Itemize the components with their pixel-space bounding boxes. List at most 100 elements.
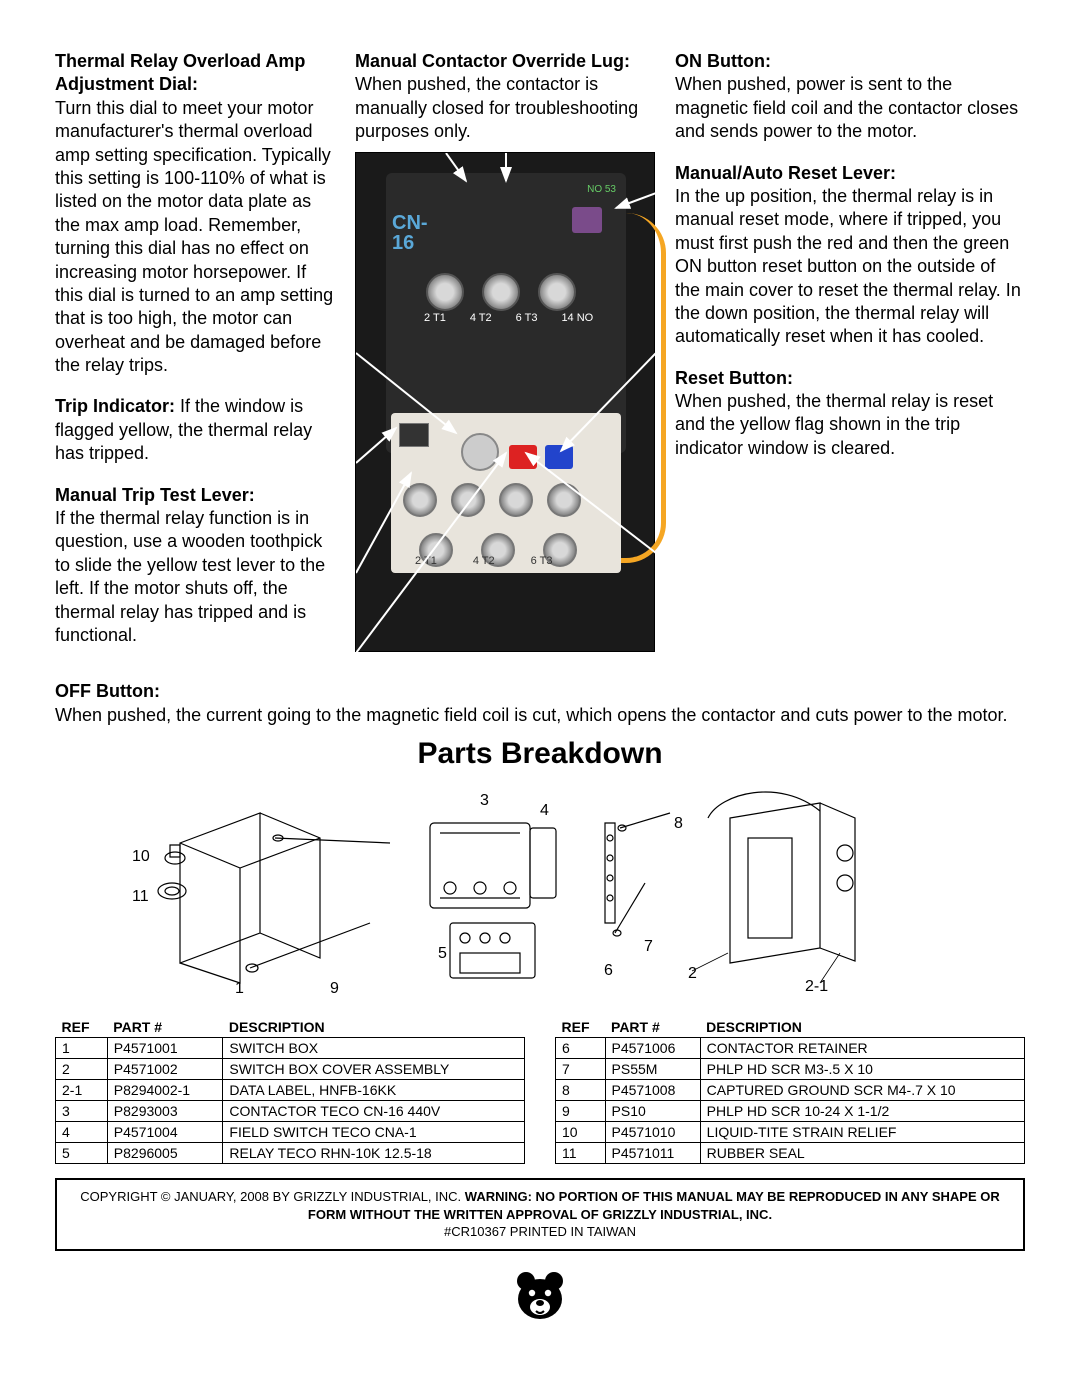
exploded-label-2-1: 2-1 [805, 978, 828, 995]
table-row: 2-1P8294002-1DATA LABEL, HNFB-16KK [56, 1080, 525, 1101]
table-row: 7PS55MPHLP HD SCR M3-.5 X 10 [556, 1059, 1025, 1080]
exploded-label-9: 9 [330, 980, 339, 997]
on-button-title: ON Button: [675, 51, 771, 71]
bear-logo-icon [512, 1267, 568, 1323]
th-part: PART # [605, 1017, 700, 1038]
table-cell-ref: 3 [56, 1101, 108, 1122]
table-row: 10P4571010LIQUID-TITE STRAIN RELIEF [556, 1122, 1025, 1143]
off-button-body: When pushed, the current going to the ma… [55, 704, 1025, 727]
terminal [547, 483, 581, 517]
th-ref: REF [56, 1017, 108, 1038]
table-cell-ref: 1 [56, 1038, 108, 1059]
relay-label: 2 T1 [415, 554, 437, 568]
on-button-block: ON Button: When pushed, power is sent to… [675, 50, 1025, 144]
table-cell-part: P4571010 [605, 1122, 700, 1143]
exploded-label-4: 4 [540, 802, 549, 819]
exploded-label-11: 11 [132, 888, 149, 905]
exploded-label-10: 10 [132, 848, 150, 865]
cn-line2: 16 [392, 232, 414, 254]
relay-terminals-mid [403, 483, 581, 517]
table-cell-desc: SWITCH BOX COVER ASSEMBLY [223, 1059, 525, 1080]
table-cell-ref: 8 [556, 1080, 606, 1101]
table-cell-part: P4571008 [605, 1080, 700, 1101]
table-cell-part: P4571011 [605, 1143, 700, 1164]
th-part: PART # [107, 1017, 223, 1038]
exploded-label-6: 6 [604, 962, 613, 979]
th-desc: DESCRIPTION [700, 1017, 1024, 1038]
relay-label: 4 T2 [473, 554, 495, 568]
term-label: 4 T2 [470, 311, 492, 325]
table-row: 4P4571004FIELD SWITCH TECO CNA-1 [56, 1122, 525, 1143]
table-cell-ref: 2-1 [56, 1080, 108, 1101]
table-cell-part: PS55M [605, 1059, 700, 1080]
on-button-body: When pushed, power is sent to the magnet… [675, 73, 1025, 143]
table-cell-part: PS10 [605, 1101, 700, 1122]
trip-indicator-block: Trip Indicator: If the window is flagged… [55, 395, 335, 465]
table-cell-part: P4571004 [107, 1122, 223, 1143]
terminal [403, 483, 437, 517]
table-cell-part: P4571001 [107, 1038, 223, 1059]
table-cell-desc: PHLP HD SCR M3-.5 X 10 [700, 1059, 1024, 1080]
table-cell-desc: DATA LABEL, HNFB-16KK [223, 1080, 525, 1101]
amp-dial [461, 433, 499, 471]
exploded-label-8: 8 [674, 815, 683, 832]
manual-trip-block: Manual Trip Test Lever: If the thermal r… [55, 484, 335, 648]
parts-table-left-wrap: REF PART # DESCRIPTION 1P4571001SWITCH B… [55, 1017, 525, 1164]
red-button [509, 445, 537, 469]
parts-heading: Parts Breakdown [55, 737, 1025, 771]
table-cell-ref: 10 [556, 1122, 606, 1143]
relay-label: 6 T3 [531, 554, 553, 568]
contactor-photo: NO 53 CN- 16 2 T1 4 T2 6 T3 [355, 152, 655, 652]
table-cell-part: P4571006 [605, 1038, 700, 1059]
table-row: 6P4571006CONTACTOR RETAINER [556, 1038, 1025, 1059]
table-row: 1P4571001SWITCH BOX [56, 1038, 525, 1059]
exploded-label-7: 7 [644, 938, 653, 955]
copyright-line2: #CR10367 PRINTED IN TAIWAN [444, 1224, 636, 1239]
parts-table-left: REF PART # DESCRIPTION 1P4571001SWITCH B… [55, 1017, 525, 1164]
table-cell-desc: RUBBER SEAL [700, 1143, 1024, 1164]
term-label: 14 NO [561, 311, 593, 325]
copyright-box: COPYRIGHT © JANUARY, 2008 BY GRIZZLY IND… [55, 1178, 1025, 1251]
table-cell-desc: SWITCH BOX [223, 1038, 525, 1059]
table-cell-ref: 5 [56, 1143, 108, 1164]
reset-lever-body: In the up position, the thermal relay is… [675, 185, 1025, 349]
page: Thermal Relay Overload Amp Adjustment Di… [0, 0, 1080, 1353]
exploded-label-3: 3 [480, 792, 489, 809]
reset-button-body: When pushed, the thermal relay is reset … [675, 390, 1025, 460]
table-cell-ref: 11 [556, 1143, 606, 1164]
off-button-title: OFF Button: [55, 681, 160, 701]
th-ref: REF [556, 1017, 606, 1038]
off-button-block: OFF Button: When pushed, the current goi… [55, 680, 1025, 727]
reset-button-block: Reset Button: When pushed, the thermal r… [675, 367, 1025, 461]
table-cell-part: P8293003 [107, 1101, 223, 1122]
terminal [426, 273, 464, 311]
parts-tables: REF PART # DESCRIPTION 1P4571001SWITCH B… [55, 1017, 1025, 1164]
reset-button-title: Reset Button: [675, 368, 793, 388]
override-lug-block: Manual Contactor Override Lug: When push… [355, 50, 655, 144]
table-cell-part: P8294002-1 [107, 1080, 223, 1101]
override-lug-title: Manual Contactor Override Lug: [355, 51, 630, 71]
exploded-diagram-row: 1 2 2-1 3 4 5 6 7 8 9 10 11 [55, 783, 1025, 1003]
contactor-body: NO 53 CN- 16 2 T1 4 T2 6 T3 [386, 173, 626, 453]
table-cell-ref: 7 [556, 1059, 606, 1080]
parts-table-right-wrap: REF PART # DESCRIPTION 6P4571006CONTACTO… [555, 1017, 1025, 1164]
table-cell-desc: RELAY TECO RHN-10K 12.5-18 [223, 1143, 525, 1164]
table-cell-desc: CONTACTOR TECO CN-16 440V [223, 1101, 525, 1122]
exploded-label-1: 1 [235, 980, 244, 997]
reset-lever-title: Manual/Auto Reset Lever: [675, 163, 896, 183]
exploded-label-2: 2 [688, 965, 697, 982]
no-53-label: NO 53 [587, 185, 616, 195]
blue-button [545, 445, 573, 469]
relay-bottom-labels: 2 T1 4 T2 6 T3 [415, 554, 552, 568]
parts-table-right: REF PART # DESCRIPTION 6P4571006CONTACTO… [555, 1017, 1025, 1164]
exploded-svg: 1 2 2-1 3 4 5 6 7 8 9 10 11 [60, 783, 1020, 1003]
aux-contact [572, 207, 602, 233]
table-cell-ref: 9 [556, 1101, 606, 1122]
table-cell-desc: FIELD SWITCH TECO CNA-1 [223, 1122, 525, 1143]
manual-trip-title: Manual Trip Test Lever: [55, 485, 255, 505]
cn-label: CN- 16 [392, 213, 428, 253]
terminal [499, 483, 533, 517]
left-column: Thermal Relay Overload Amp Adjustment Di… [55, 50, 335, 665]
terminal [451, 483, 485, 517]
terminal [538, 273, 576, 311]
